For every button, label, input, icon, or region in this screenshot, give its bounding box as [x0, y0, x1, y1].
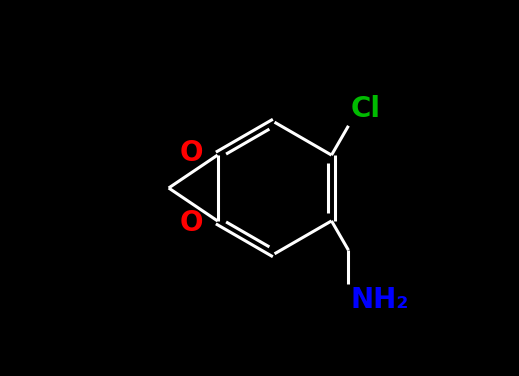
- Text: O: O: [180, 139, 203, 167]
- Text: O: O: [180, 209, 203, 237]
- Text: NH₂: NH₂: [350, 286, 408, 314]
- Text: Cl: Cl: [350, 95, 380, 123]
